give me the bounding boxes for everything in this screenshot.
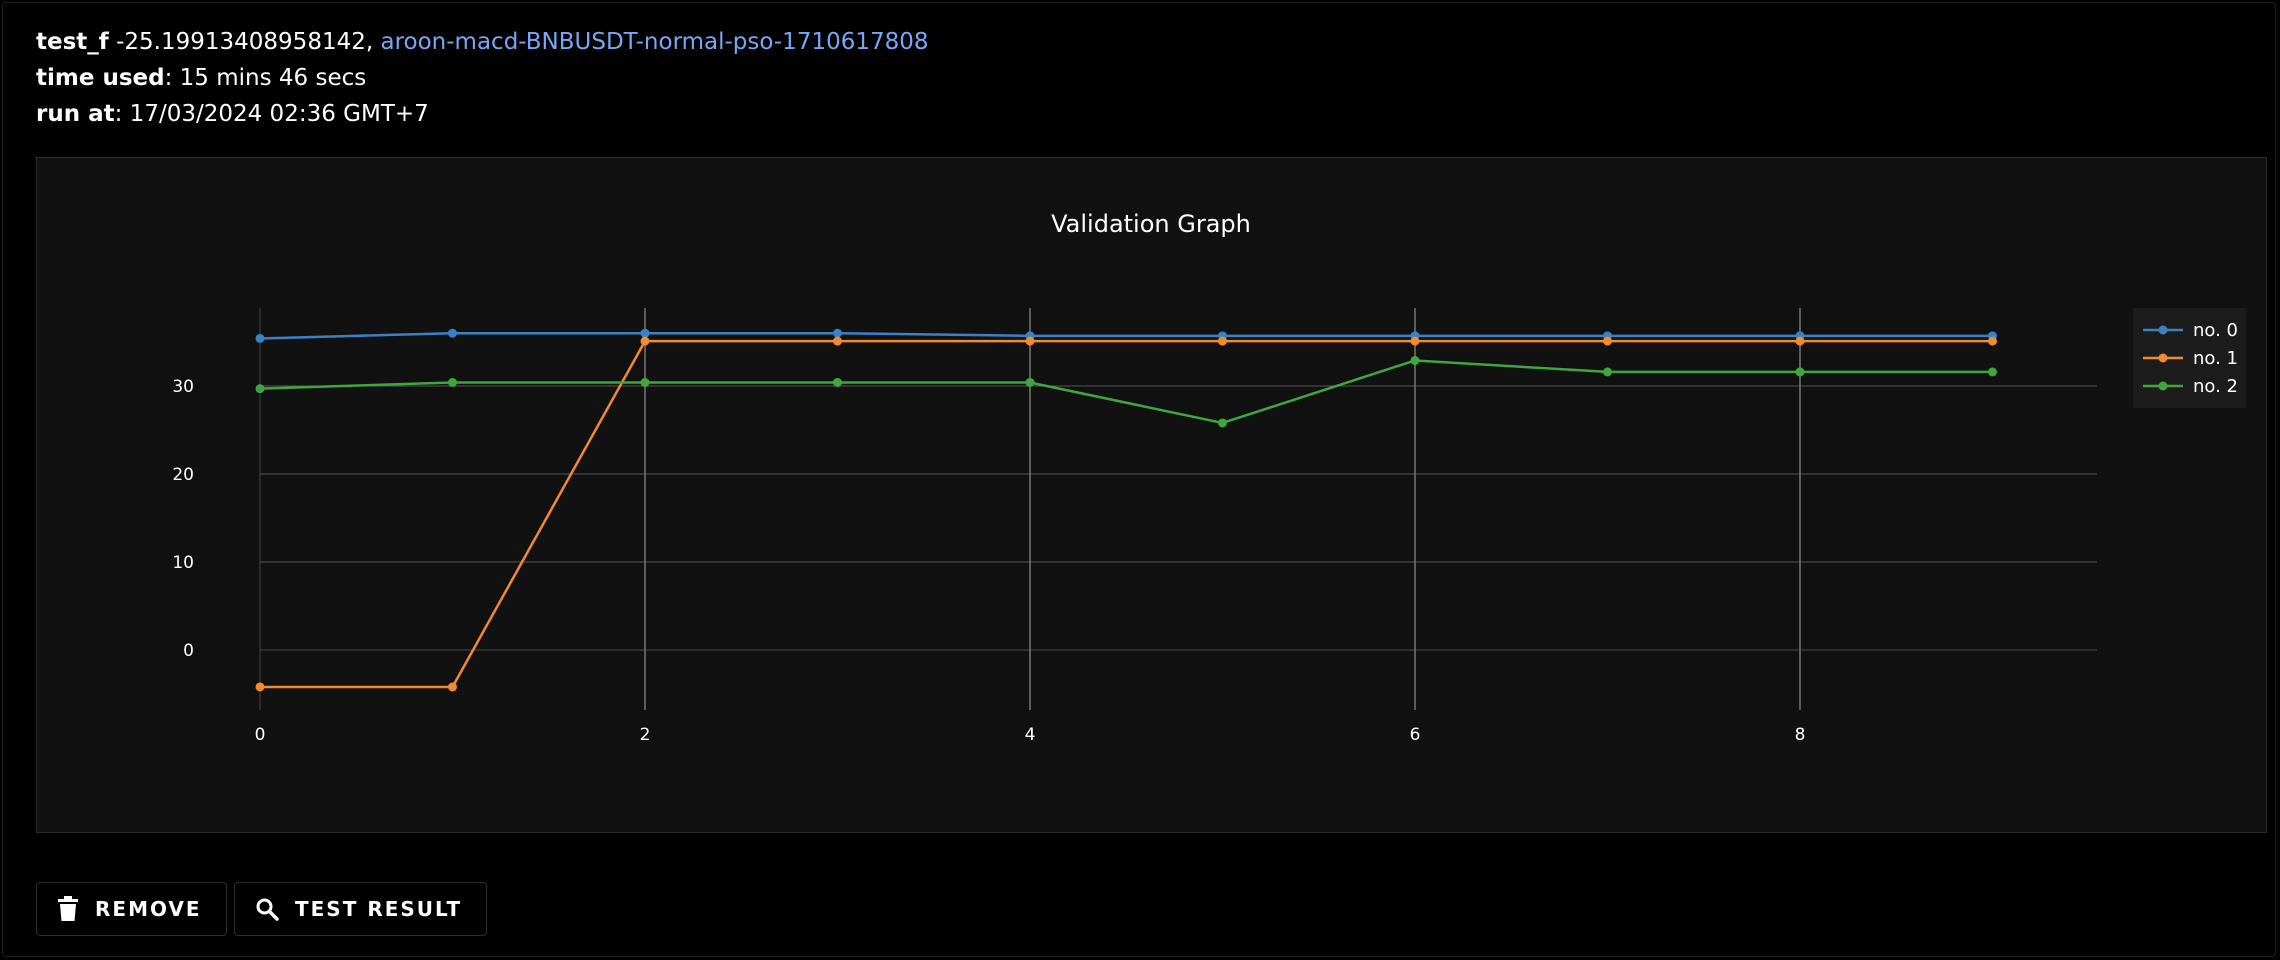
trash-icon [58, 896, 78, 921]
test-f-label: test_f [36, 29, 109, 55]
data-point [1218, 336, 1227, 346]
data-point [448, 328, 457, 338]
run-at-line: run at: 17/03/2024 02:36 GMT+7 [36, 96, 429, 132]
remove-button-label: REMOVE [95, 897, 202, 921]
test-result-button-label: TEST RESULT [295, 897, 463, 921]
data-point [1410, 336, 1420, 346]
validation-graph: Validation Graph 0 10 20 30 0 2 4 6 8 no. 0 no. 1 no… [36, 157, 2267, 833]
series-line-1 [260, 339, 1993, 689]
series-line-2 [259, 359, 1993, 425]
data-point [1988, 336, 1997, 346]
y-tick-label: 10 [172, 553, 194, 573]
chart-title: Validation Graph [1051, 210, 1251, 238]
y-tick-label: 0 [183, 641, 194, 661]
data-point [1025, 336, 1035, 346]
data-point [833, 336, 842, 346]
y-tick-label: 30 [172, 377, 194, 397]
legend-label: no. 1 [2193, 348, 2238, 369]
time-used-line: time used: 15 mins 46 secs [36, 60, 366, 96]
data-point [1218, 418, 1227, 428]
legend-label: no. 2 [2193, 376, 2238, 397]
data-point [640, 377, 650, 387]
legend-swatch-point [2158, 325, 2168, 335]
data-point [1795, 367, 1805, 377]
data-point [448, 377, 457, 387]
run-at-label: run at [36, 101, 115, 127]
y-tick-label: 20 [172, 465, 194, 485]
x-tick-label: 2 [640, 725, 651, 745]
series-line-0 [259, 331, 1993, 340]
data-point [1603, 367, 1612, 377]
x-tick-label: 0 [255, 725, 266, 745]
test-f-value: -25.19913408958142, [108, 29, 374, 55]
data-point [1795, 336, 1805, 346]
data-point [448, 682, 457, 692]
x-tick-label: 6 [1410, 725, 1421, 745]
data-point [833, 328, 842, 338]
run-name-link[interactable]: aroon-macd-BNBUSDT-normal-pso-1710617808 [380, 29, 929, 55]
time-used-value: : 15 mins 46 secs [164, 65, 367, 91]
data-point [1410, 355, 1420, 365]
search-icon [256, 898, 279, 921]
legend-swatch-point [2158, 353, 2168, 363]
time-used-label: time used [36, 65, 165, 91]
run-at-value: : 17/03/2024 02:36 GMT+7 [114, 101, 429, 127]
data-point [1025, 377, 1035, 387]
data-point [640, 336, 650, 346]
validation-graph-svg: Validation Graph 0 10 20 30 0 2 4 6 8 no. 0 no. 1 no… [172, 210, 2246, 745]
data-point [255, 333, 265, 343]
legend-label: no. 0 [2193, 320, 2238, 341]
remove-button[interactable]: REMOVE [36, 882, 227, 936]
test-result-button[interactable]: TEST RESULT [234, 882, 488, 936]
data-point [1603, 336, 1612, 346]
data-point [1988, 367, 1997, 377]
data-point [833, 377, 842, 387]
data-point [255, 682, 265, 692]
test-f-line: test_f -25.19913408958142, aroon-macd-BN… [36, 24, 929, 60]
x-tick-label: 4 [1025, 725, 1036, 745]
data-point [640, 328, 650, 338]
x-tick-label: 8 [1795, 725, 1806, 745]
legend-swatch-point [2158, 381, 2168, 391]
data-point [255, 384, 265, 394]
